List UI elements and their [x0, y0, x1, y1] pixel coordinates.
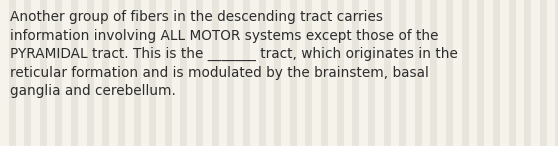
Bar [274, 0, 281, 146]
Bar [344, 0, 352, 146]
Bar [328, 0, 336, 146]
Bar [383, 0, 391, 146]
Bar [422, 0, 430, 146]
Bar [156, 0, 165, 146]
Bar [250, 0, 258, 146]
Bar [368, 0, 375, 146]
Bar [71, 0, 78, 146]
Bar [469, 0, 477, 146]
Bar [211, 0, 219, 146]
Bar [540, 0, 547, 146]
Bar [399, 0, 406, 146]
Bar [94, 0, 102, 146]
Bar [86, 0, 94, 146]
Bar [531, 0, 540, 146]
Bar [203, 0, 211, 146]
Bar [180, 0, 187, 146]
Bar [516, 0, 524, 146]
Bar [336, 0, 344, 146]
Bar [133, 0, 141, 146]
Bar [555, 0, 558, 146]
Bar [290, 0, 297, 146]
Bar [281, 0, 290, 146]
Bar [24, 0, 31, 146]
Bar [31, 0, 40, 146]
Bar [102, 0, 109, 146]
Bar [109, 0, 118, 146]
Bar [165, 0, 172, 146]
Bar [406, 0, 415, 146]
Bar [352, 0, 359, 146]
Bar [149, 0, 156, 146]
Bar [375, 0, 383, 146]
Bar [547, 0, 555, 146]
Bar [187, 0, 196, 146]
Bar [305, 0, 312, 146]
Bar [118, 0, 125, 146]
Bar [219, 0, 227, 146]
Bar [493, 0, 500, 146]
Bar [430, 0, 437, 146]
Bar [477, 0, 484, 146]
Bar [8, 0, 16, 146]
Bar [234, 0, 243, 146]
Bar [196, 0, 203, 146]
Bar [125, 0, 133, 146]
Bar [0, 0, 8, 146]
Bar [258, 0, 266, 146]
Bar [16, 0, 24, 146]
Bar [55, 0, 62, 146]
Bar [321, 0, 328, 146]
Bar [40, 0, 47, 146]
Bar [47, 0, 55, 146]
Bar [172, 0, 180, 146]
Bar [391, 0, 399, 146]
Bar [227, 0, 234, 146]
Bar [297, 0, 305, 146]
Bar [446, 0, 453, 146]
Bar [524, 0, 531, 146]
Bar [266, 0, 274, 146]
Bar [359, 0, 368, 146]
Text: Another group of fibers in the descending tract carries
information involving AL: Another group of fibers in the descendin… [10, 10, 458, 98]
Bar [437, 0, 446, 146]
Bar [453, 0, 461, 146]
Bar [243, 0, 250, 146]
Bar [62, 0, 71, 146]
Bar [78, 0, 86, 146]
Bar [508, 0, 516, 146]
Bar [141, 0, 149, 146]
Bar [312, 0, 321, 146]
Bar [415, 0, 422, 146]
Bar [461, 0, 469, 146]
Bar [500, 0, 508, 146]
Bar [484, 0, 493, 146]
